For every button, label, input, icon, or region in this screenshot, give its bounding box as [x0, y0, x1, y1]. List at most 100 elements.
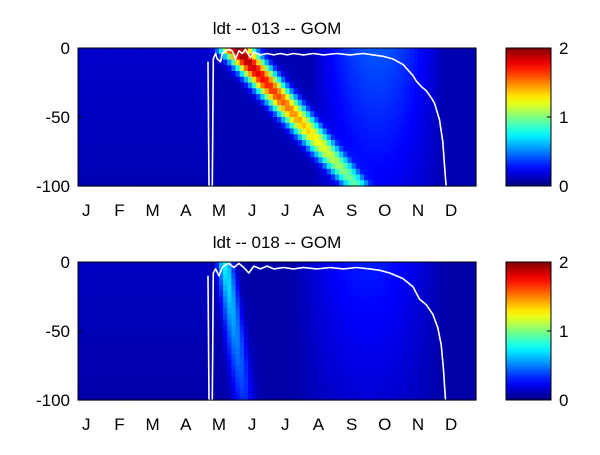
heatmap-cell	[422, 336, 427, 344]
heatmap-cell	[152, 365, 158, 372]
heatmap-cell	[326, 296, 332, 303]
heatmap-cell	[347, 331, 353, 338]
heatmap-cell	[322, 262, 328, 269]
heatmap-cell	[177, 111, 183, 118]
heatmap-cell	[455, 151, 461, 158]
heatmap-cell	[314, 279, 320, 286]
heatmap-cell	[156, 290, 162, 298]
heatmap-cell	[397, 290, 402, 298]
heatmap-cell	[326, 53, 332, 61]
heatmap-cell	[289, 82, 295, 89]
heatmap-cell	[111, 336, 116, 344]
heatmap-cell	[335, 128, 340, 135]
heatmap-cell	[247, 394, 253, 401]
heatmap-cell	[422, 365, 427, 372]
heatmap-cell	[359, 94, 365, 101]
heatmap-cell	[459, 134, 465, 141]
heatmap-cell	[368, 267, 373, 275]
heatmap-cell	[136, 348, 141, 355]
heatmap-cell	[202, 88, 208, 95]
heatmap-cell	[293, 354, 299, 361]
heatmap-cell	[156, 262, 162, 269]
heatmap-cell	[78, 88, 83, 95]
heatmap-cell	[451, 313, 456, 321]
heatmap-cell	[243, 128, 249, 135]
heatmap-cell	[264, 308, 270, 315]
heatmap-cell	[231, 388, 237, 395]
heatmap-cell	[78, 273, 83, 280]
heatmap-cell	[202, 279, 208, 286]
heatmap-cell	[206, 273, 212, 280]
heatmap-cell	[165, 128, 170, 135]
heatmap-cell	[152, 88, 158, 95]
heatmap-cell	[289, 377, 295, 384]
heatmap-cell	[247, 180, 253, 187]
heatmap-cell	[202, 168, 208, 176]
heatmap-cell	[438, 76, 444, 84]
heatmap-cell	[86, 180, 92, 187]
heatmap-cell	[310, 377, 315, 384]
heatmap-cell	[148, 308, 154, 315]
heatmap-cell	[202, 290, 208, 298]
heatmap-cell	[326, 117, 332, 124]
heatmap-cell	[272, 319, 278, 326]
heatmap-cell	[102, 313, 108, 321]
heatmap-cell	[264, 342, 270, 349]
heatmap-cell	[272, 59, 278, 66]
heatmap-cell	[289, 99, 295, 107]
heatmap-cell	[165, 319, 170, 326]
heatmap-cell	[442, 365, 448, 372]
heatmap-cell	[289, 342, 295, 349]
heatmap-cell	[218, 302, 224, 309]
heatmap-cell	[384, 348, 390, 355]
heatmap-cell	[198, 76, 203, 84]
heatmap-cell	[434, 163, 440, 170]
heatmap-cell	[409, 285, 415, 292]
heatmap-cell	[384, 365, 390, 372]
heatmap-cell	[111, 371, 116, 378]
heatmap-cell	[86, 336, 92, 344]
heatmap-cell	[326, 151, 332, 158]
heatmap-cell	[156, 313, 162, 321]
heatmap-cell	[413, 82, 419, 89]
heatmap-cell	[264, 313, 270, 321]
heatmap-cell	[459, 145, 465, 153]
heatmap-cell	[227, 82, 232, 89]
heatmap-cell	[277, 377, 282, 384]
heatmap-cell	[347, 336, 353, 344]
heatmap-cell	[417, 342, 423, 349]
heatmap-cell	[364, 336, 369, 344]
heatmap-cell	[455, 348, 461, 355]
heatmap-cell	[127, 134, 133, 141]
heatmap-cell	[281, 128, 286, 135]
heatmap-cell	[86, 174, 92, 181]
heatmap-cell	[297, 382, 303, 390]
heatmap-cell	[235, 342, 241, 349]
heatmap-cell	[227, 48, 232, 55]
heatmap-cell	[277, 319, 282, 326]
heatmap-cell	[264, 290, 270, 298]
heatmap-cell	[214, 290, 220, 298]
heatmap-cell	[107, 354, 112, 361]
heatmap-cell	[455, 371, 461, 378]
heatmap-cell	[471, 168, 477, 176]
heatmap-cell	[306, 371, 311, 378]
heatmap-cell	[351, 354, 357, 361]
heatmap-cell	[272, 48, 278, 55]
heatmap-cell	[256, 331, 262, 338]
heatmap-cell	[111, 163, 116, 170]
heatmap-cell	[451, 168, 456, 176]
heatmap-cell	[90, 331, 96, 338]
heatmap-cell	[148, 82, 154, 89]
heatmap-cell	[144, 180, 150, 187]
heatmap-cell	[430, 319, 436, 326]
heatmap-cell	[417, 365, 423, 372]
heatmap-cell	[177, 48, 183, 55]
heatmap-cell	[181, 48, 187, 55]
heatmap-cell	[202, 354, 208, 361]
heatmap-cell	[409, 105, 415, 112]
heatmap-cell	[335, 163, 340, 170]
heatmap-cell	[335, 348, 340, 355]
heatmap-cell	[289, 140, 295, 147]
heatmap-cell	[177, 140, 183, 147]
